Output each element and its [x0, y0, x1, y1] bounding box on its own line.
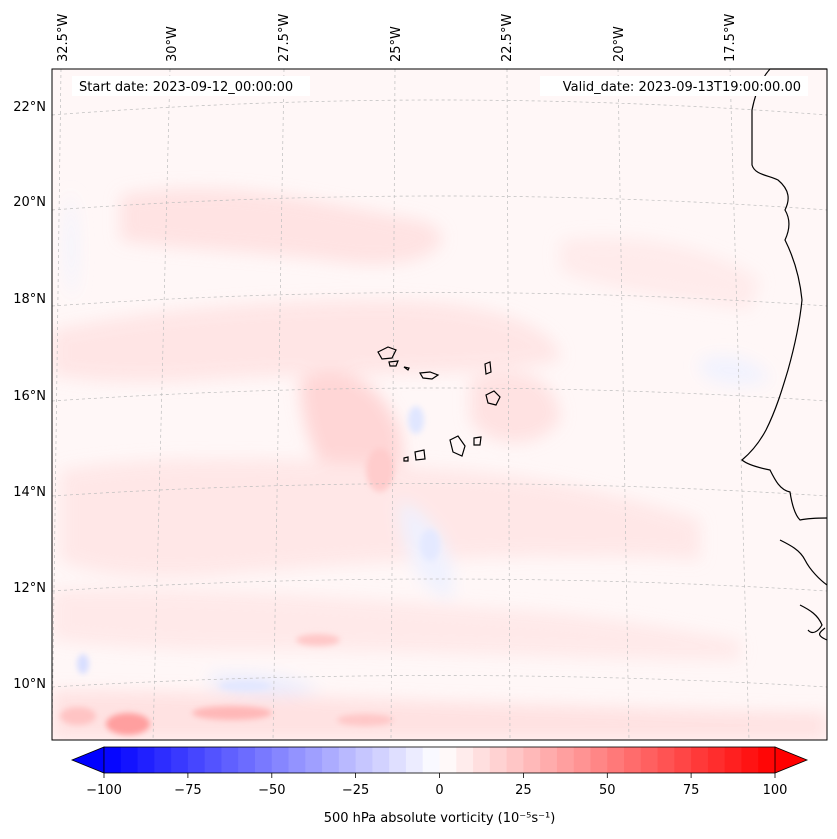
colorbar-segment [456, 747, 474, 773]
colorbar-segment [238, 747, 256, 773]
colorbar-tick-label: 75 [683, 783, 700, 798]
lat-label: 16°N [13, 389, 46, 404]
colorbar-tick-label: 0 [435, 783, 443, 798]
colorbar-segment [422, 747, 440, 773]
colorbar-segment [187, 747, 206, 773]
lon-label: 17.5°W [723, 14, 738, 62]
colorbar-segment [674, 747, 692, 773]
lon-label: 32.5°W [56, 14, 71, 62]
colorbar-label: 500 hPa absolute vorticity (10⁻⁵s⁻¹) [324, 811, 556, 826]
lat-label: 14°N [13, 485, 46, 500]
colorbar-segment [305, 747, 323, 773]
map-panel[interactable]: Start date: 2023-09-12_00:00:00 Valid_da… [51, 68, 828, 741]
colorbar-segment [573, 747, 591, 773]
lon-label: 30°W [165, 26, 180, 62]
valid-date-box [540, 76, 808, 96]
colorbar-segment [758, 747, 776, 773]
colorbar-tick-label: 50 [599, 783, 616, 798]
colorbar-segment [523, 747, 541, 773]
colorbar-tick-label: 100 [763, 783, 788, 798]
colorbar-tick-label: −75 [174, 783, 201, 798]
lon-label: 22.5°W [500, 14, 515, 62]
colorbar-segment [154, 747, 172, 773]
colorbar-segment [741, 747, 759, 773]
lat-label: 22°N [13, 100, 46, 115]
colorbar-segment [640, 747, 659, 773]
coastline [741, 68, 828, 641]
colorbar-segment [372, 747, 390, 773]
start-date-box [72, 76, 310, 96]
colorbar-segment [120, 747, 139, 773]
colorbar-segment [137, 747, 155, 773]
colorbar-segment [489, 747, 508, 773]
vorticity-field [52, 188, 827, 740]
lat-label: 18°N [13, 292, 46, 307]
colorbar-segment [338, 747, 357, 773]
colorbar-segment [204, 747, 222, 773]
lon-label: 20°W [612, 26, 627, 62]
latitude-labels: 22°N 20°N 18°N 16°N 14°N 12°N 10°N [13, 100, 46, 692]
cape-verde-islands [377, 346, 501, 462]
colorbar-segment [221, 747, 239, 773]
colorbar-segment [405, 747, 424, 773]
map-frame [51, 68, 828, 741]
start-date-label: Start date: 2023-09-12_00:00:00 [79, 80, 293, 95]
colorbar-segment [254, 747, 273, 773]
colorbar-segment [355, 747, 373, 773]
colorbar-ticks [103, 773, 776, 778]
lat-label: 20°N [13, 195, 46, 210]
colorbar-segment [104, 747, 122, 773]
colorbar-segment [624, 747, 642, 773]
colorbar-segment [540, 747, 558, 773]
colorbar-tick-label: −100 [86, 783, 122, 798]
longitude-labels: 32.5°W 30°W 27.5°W 25°W 22.5°W 20°W 17.5… [56, 14, 738, 62]
colorbar-segments [104, 747, 776, 773]
colorbar-tick-labels: −100 −75 −50 −25 0 25 50 75 100 [86, 783, 787, 798]
colorbar-extend-min [70, 746, 105, 774]
colorbar-segment [691, 747, 709, 773]
colorbar-tick-label: −25 [342, 783, 369, 798]
colorbar-segment [171, 747, 189, 773]
colorbar-segment [556, 747, 575, 773]
lon-label: 25°W [389, 26, 404, 62]
colorbar: −100 −75 −50 −25 0 25 50 75 100 500 hPa … [70, 746, 809, 826]
lon-label: 27.5°W [277, 14, 292, 62]
lat-label: 10°N [13, 677, 46, 692]
graticule [52, 69, 827, 740]
colorbar-segment [506, 747, 524, 773]
colorbar-segment [271, 747, 290, 773]
valid-date-label: Valid_date: 2023-09-13T19:00:00.00 [563, 80, 801, 95]
colorbar-segment [389, 747, 407, 773]
lat-label: 12°N [13, 581, 46, 596]
colorbar-segment [657, 747, 675, 773]
colorbar-segment [473, 747, 491, 773]
colorbar-extend-max [774, 746, 809, 774]
colorbar-segment [724, 747, 742, 773]
colorbar-segment [607, 747, 625, 773]
colorbar-segment [707, 747, 726, 773]
colorbar-segment [322, 747, 340, 773]
colorbar-tick-label: −50 [258, 783, 285, 798]
colorbar-segment [288, 747, 306, 773]
colorbar-tick-label: 25 [515, 783, 532, 798]
colorbar-segment [590, 747, 608, 773]
colorbar-segment [439, 747, 457, 773]
